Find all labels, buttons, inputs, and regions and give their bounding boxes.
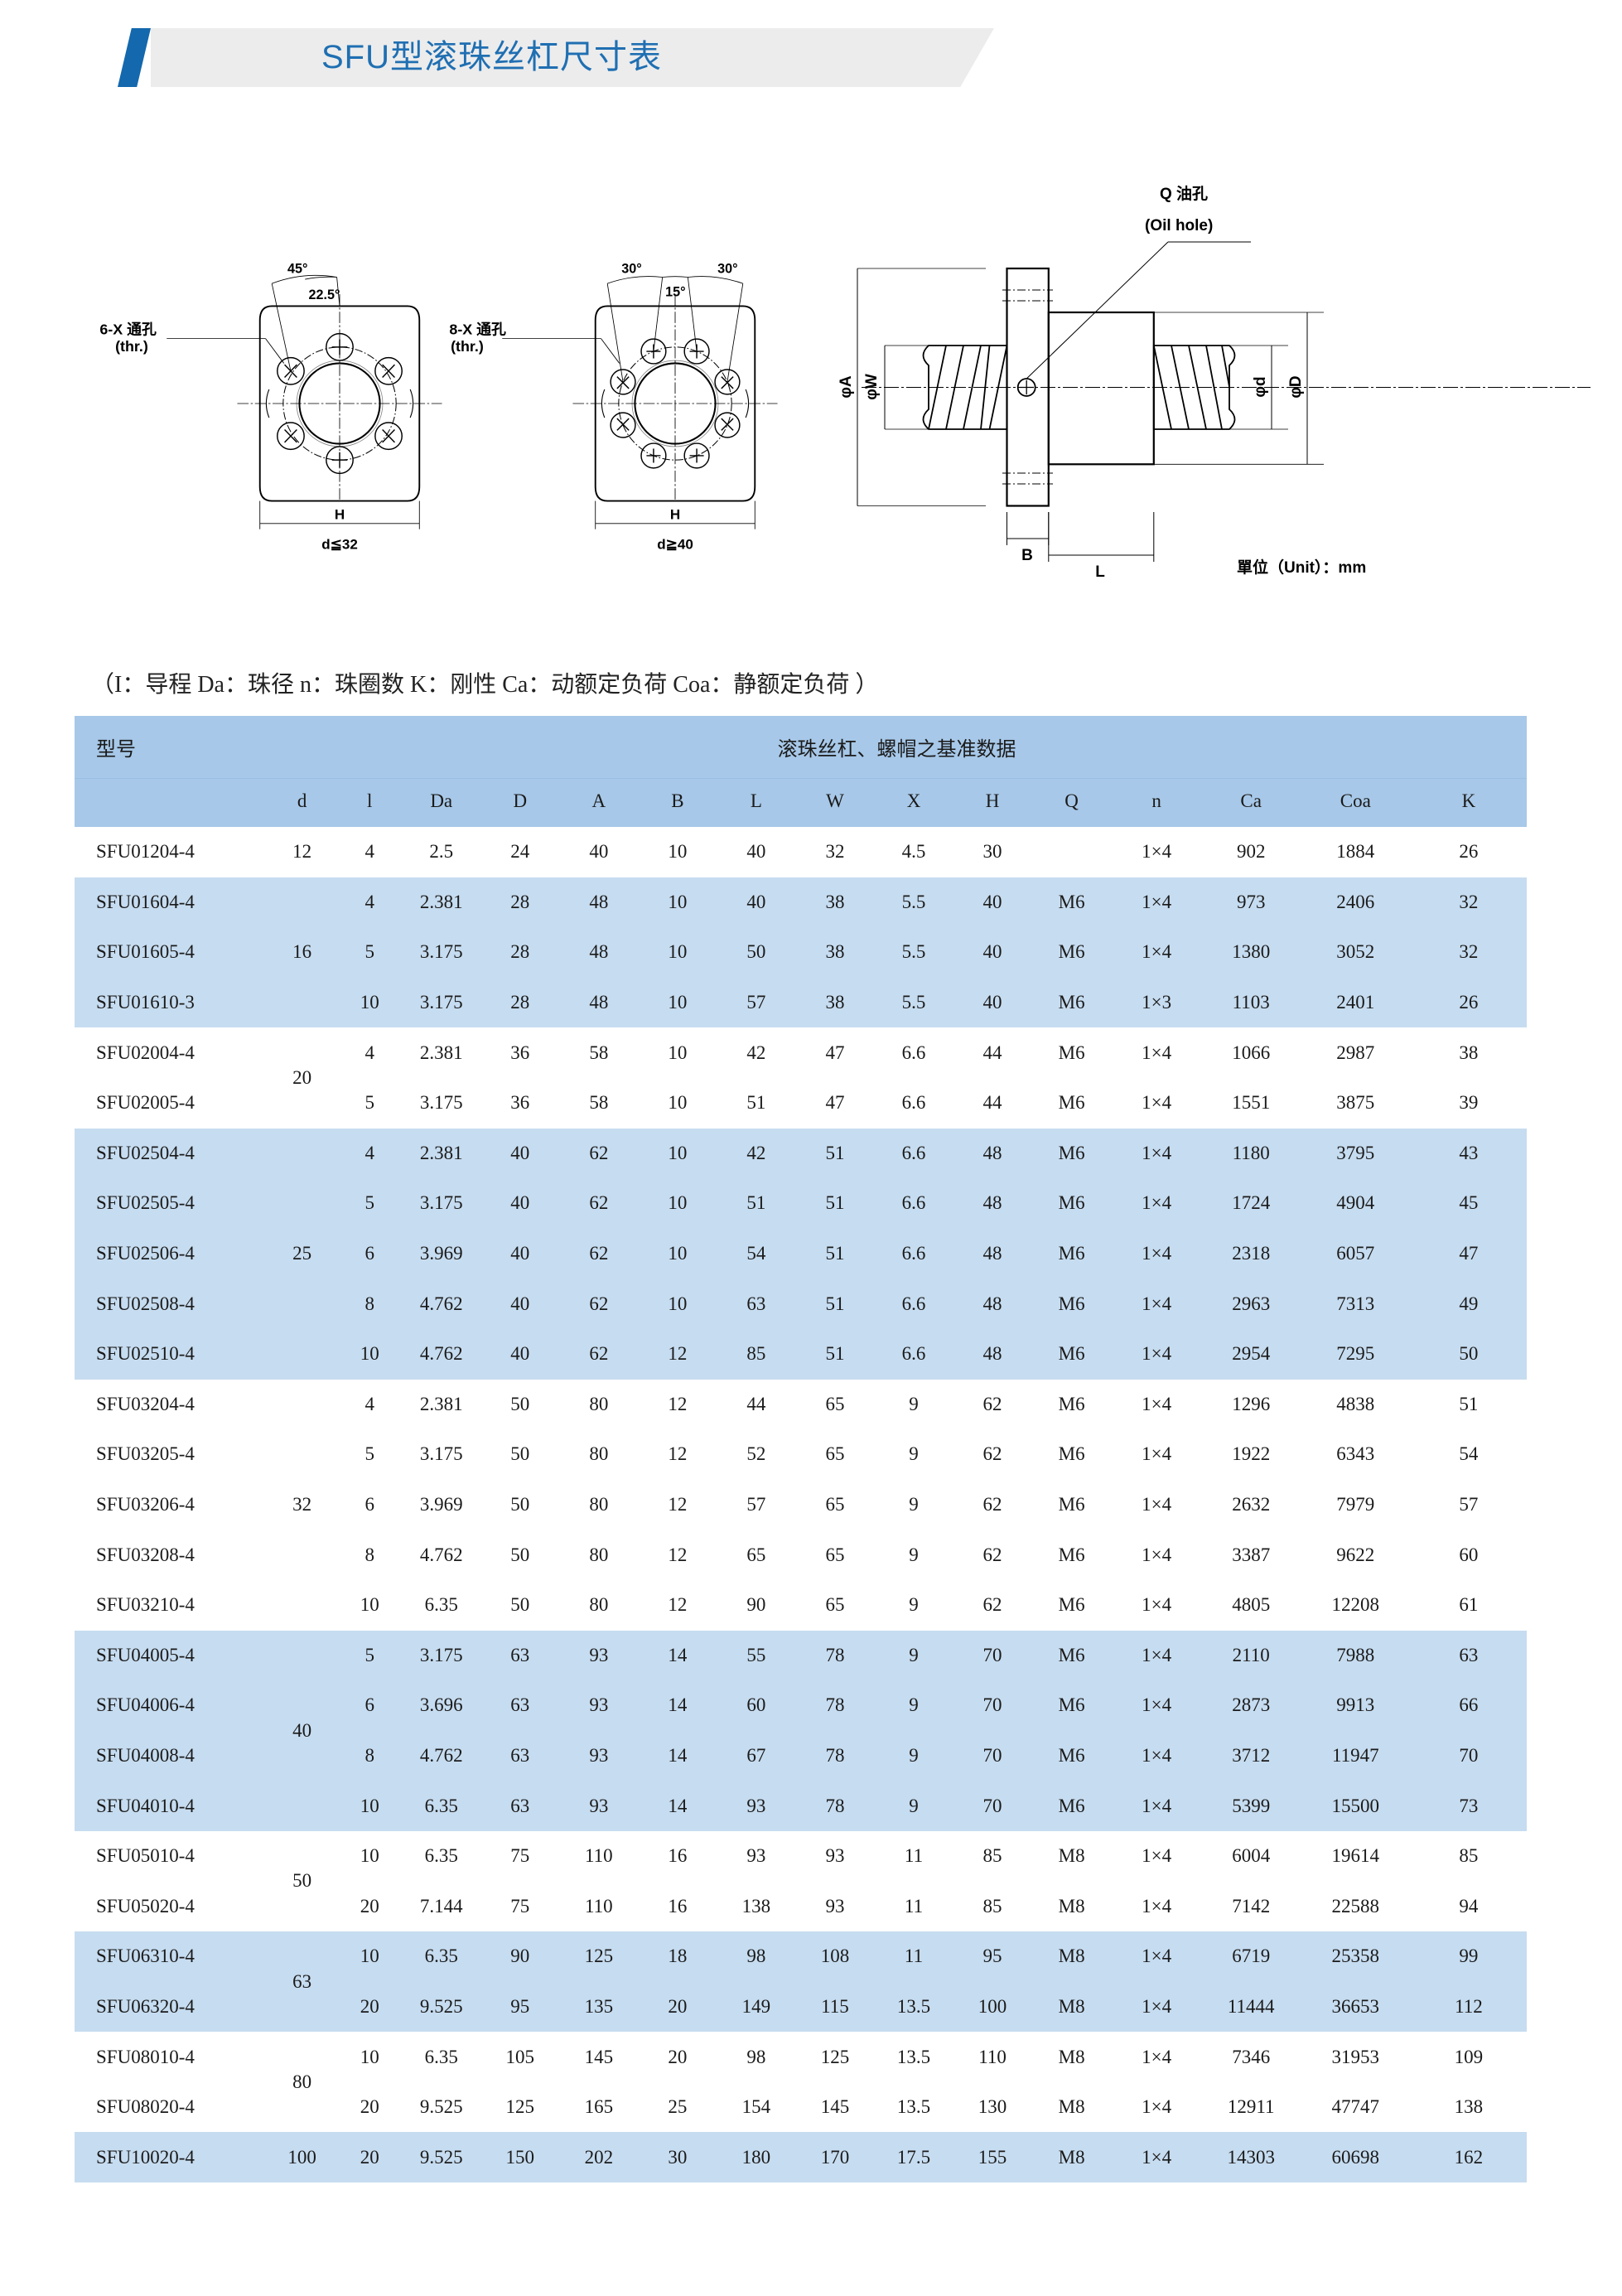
svg-text:d≧40: d≧40 [657,537,693,553]
svg-text:φD: φD [1287,375,1305,398]
svg-text:φW: φW [863,374,881,400]
svg-text:8-X 通孔: 8-X 通孔 [449,321,506,338]
svg-text:H: H [670,507,680,523]
svg-text:B: B [1021,547,1033,564]
svg-text:(thr.): (thr.) [115,338,148,355]
svg-text:22.5°: 22.5° [309,288,340,302]
svg-text:30°: 30° [717,261,737,276]
svg-text:(Oil hole): (Oil hole) [1145,217,1213,234]
svg-text:φd: φd [1252,376,1269,397]
svg-text:(thr.): (thr.) [451,338,484,355]
svg-text:15°: 15° [665,284,685,299]
svg-text:6-X 通孔: 6-X 通孔 [99,321,157,338]
svg-text:H: H [335,507,345,523]
svg-text:45°: 45° [287,261,307,276]
svg-text:φA: φA [838,375,855,399]
svg-text:Q 油孔: Q 油孔 [1160,185,1208,203]
svg-text:L: L [1095,563,1105,581]
svg-text:30°: 30° [621,261,641,276]
svg-text:d≦32: d≦32 [321,537,358,553]
svg-text:單位（Unit）：mm: 單位（Unit）：mm [1237,558,1366,577]
